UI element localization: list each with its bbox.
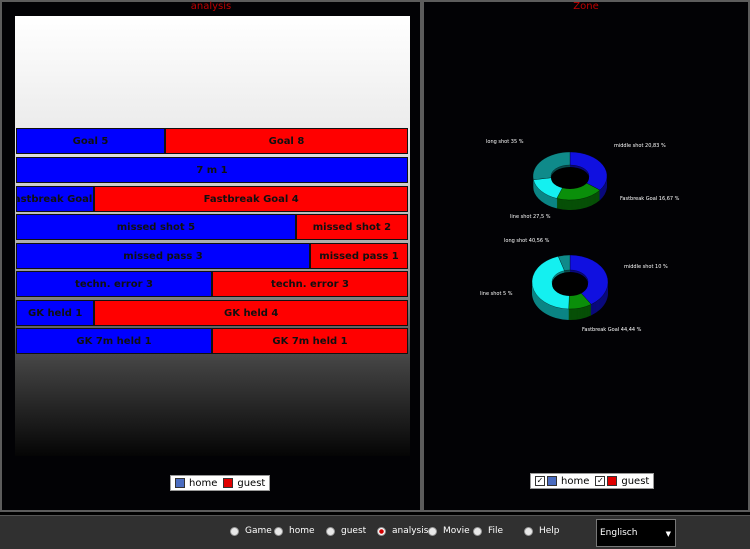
pie-label: line shot 27,5 %	[510, 214, 551, 220]
nav-label: home	[289, 526, 315, 536]
pie-slice	[569, 254, 609, 305]
chart-legend: home guest	[170, 475, 271, 491]
radio-button[interactable]	[326, 526, 335, 536]
zone-legend: ✓ home ✓ guest	[530, 473, 655, 489]
zone-panel: Zone long shot 35 % middle shot 20,83 % Fa…	[422, 0, 750, 512]
bar-row: GK 7m held 1 GK 7m held 1	[16, 328, 408, 354]
home-bar: missed pass 3	[16, 243, 310, 269]
nav-label: Game	[245, 526, 272, 536]
guest-swatch	[607, 476, 618, 486]
chevron-down-icon: ▼	[665, 530, 671, 538]
legend-guest-label: guest	[237, 477, 266, 489]
guest-bar: techn. error 3	[212, 271, 408, 297]
bar-row: missed pass 3 missed pass 1	[16, 243, 408, 269]
nav-label: Help	[539, 526, 560, 536]
home-bar: missed shot 5	[16, 214, 296, 240]
language-select-value: Englisch	[600, 528, 638, 538]
pie-slice	[532, 151, 571, 180]
nav-label: analysis	[392, 526, 429, 536]
legend-home-label: home	[189, 477, 218, 489]
bar-row: missed shot 5 missed shot 2	[16, 214, 408, 240]
home-bar: Goal 5	[16, 128, 165, 154]
radio-button[interactable]	[377, 526, 386, 536]
bar-row: Fastbreak Goal 1Fastbreak Goal 4	[16, 186, 408, 212]
home-bar: techn. error 3	[16, 271, 212, 297]
home-bar: GK held 1	[16, 300, 95, 326]
guest-bar: missed pass 1	[310, 243, 408, 269]
pie-label: middle shot 10 %	[624, 264, 668, 270]
home-swatch	[175, 478, 185, 488]
nav-label: Movie	[443, 526, 470, 536]
nav-analysis[interactable]: analysis	[377, 526, 428, 536]
nav-movie[interactable]: Movie	[428, 526, 470, 536]
pie-label: line shot 5 %	[480, 291, 513, 297]
pie-label: middle shot 20,83 %	[614, 143, 666, 149]
pie-label: Fastbreak Goal 44,44 %	[582, 327, 642, 333]
guest-bar: GK held 4	[94, 300, 408, 326]
guest-swatch	[223, 478, 234, 488]
home-bar: Fastbreak Goal 1	[16, 186, 95, 212]
bar-row: GK held 1 GK held 4	[16, 300, 408, 326]
nav-game[interactable]: Game	[230, 526, 272, 536]
home-bar: 7 m 1	[16, 157, 408, 183]
donut-hole	[552, 272, 588, 296]
guest-bar: Goal 8	[164, 128, 408, 154]
guest-checkbox[interactable]: ✓	[595, 476, 606, 486]
guest-bar: GK 7m held 1	[212, 328, 408, 354]
bar-row: Goal 5 Goal 8	[16, 128, 408, 154]
donut-hole	[551, 167, 589, 189]
nav-label: File	[488, 526, 504, 536]
bar-row: techn. error 3 techn. error 3	[16, 271, 408, 297]
bottom-navigation-bar: Game home guest analysis Movie File Help Engli…	[0, 515, 750, 549]
bar-row: 7 m 1	[16, 157, 408, 183]
nav-home[interactable]: home	[274, 526, 315, 536]
zone-panel-title: Zone	[573, 1, 599, 12]
radio-button[interactable]	[274, 526, 283, 536]
nav-help[interactable]: Help	[524, 526, 560, 536]
home-bar: GK 7m held 1	[16, 328, 212, 354]
home-swatch	[547, 476, 557, 486]
pie-label: Fastbreak Goal 16,67 %	[620, 196, 680, 202]
nav-file[interactable]: File	[473, 526, 503, 536]
zone-pie-charts: long shot 35 % middle shot 20,83 % Fastbre…	[480, 139, 680, 333]
pie-label: long shot 35 %	[486, 139, 524, 145]
nav-guest[interactable]: guest	[326, 526, 366, 536]
radio-button[interactable]	[428, 526, 437, 536]
zone-legend-home-label: home	[561, 475, 590, 487]
radio-button[interactable]	[473, 526, 482, 536]
language-select[interactable]: Englisch ▼	[596, 519, 676, 547]
radio-button[interactable]	[230, 526, 239, 536]
nav-label: guest	[341, 526, 367, 536]
zone-legend-guest-label: guest	[621, 475, 650, 487]
home-checkbox[interactable]: ✓	[535, 476, 545, 486]
radio-button[interactable]	[524, 526, 533, 536]
guest-bar: missed shot 2	[295, 214, 408, 240]
pie-slice	[558, 254, 571, 271]
guest-bar: Fastbreak Goal 4	[94, 186, 408, 212]
pie-label: long shot 40,56 %	[504, 238, 550, 244]
analysis-panel-title: analysis	[190, 1, 232, 12]
